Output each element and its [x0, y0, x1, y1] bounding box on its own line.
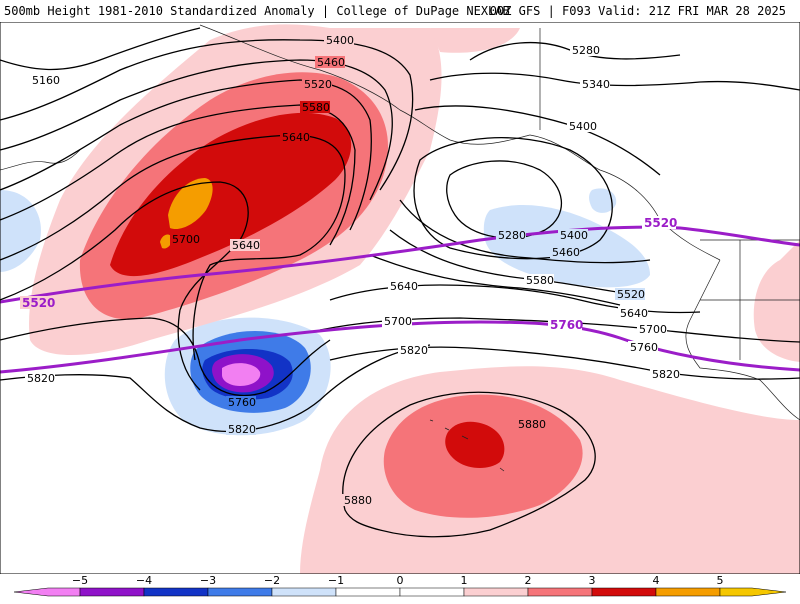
contour-label: 5700 — [639, 323, 667, 336]
contour-label: 5520 — [617, 288, 645, 301]
map-svg: 5160 5400 5460 5520 5580 5640 5700 5640 … — [0, 22, 800, 574]
coastline-siberia — [0, 149, 81, 171]
contour-label: 5640 — [620, 307, 648, 320]
contour-5400-north — [0, 39, 414, 191]
contour-label: 5460 — [317, 56, 345, 69]
swatch-neg1 — [271, 587, 337, 597]
contour-5820-south — [0, 344, 431, 433]
highlight-contours — [0, 225, 800, 374]
colorbar-tick: −3 — [200, 574, 216, 587]
contour-5580-west — [0, 104, 356, 246]
coastline-uswest — [685, 259, 800, 421]
colorbar-tick: −4 — [136, 574, 152, 587]
coastline-alaska — [199, 24, 531, 145]
swatch-neg3 — [143, 587, 209, 597]
contour-label: 5640 — [390, 280, 418, 293]
pos1-east-coast — [753, 240, 800, 362]
contour-label: 5580 — [526, 274, 554, 287]
swatch-pos5 — [719, 587, 787, 597]
swatch-pos1 — [463, 587, 529, 597]
colorbar-tick: −5 — [72, 574, 88, 587]
pos3-subtropical-high — [445, 421, 505, 468]
contour-label: 5340 — [582, 78, 610, 91]
coastline-bc — [529, 134, 721, 261]
swatch-neg4 — [79, 587, 145, 597]
contour-5700-ridge — [0, 181, 249, 391]
highlight-5520 — [0, 225, 800, 304]
title-bar: 500mb Height 1981-2010 Standardized Anom… — [0, 0, 800, 22]
colorbar-tick: 0 — [397, 574, 404, 587]
model-run-info: 00Z GFS | F093 Valid: 21Z FRI MAR 28 202… — [489, 4, 786, 18]
swatch-neutral-pos — [399, 587, 465, 597]
contour-label: 5580 — [302, 101, 330, 114]
colorbar-tick: 1 — [461, 574, 468, 587]
pos4-small-blob — [160, 234, 172, 249]
pos4-north-ridge — [168, 178, 213, 230]
contour-5460 — [0, 59, 393, 201]
contour-label: 5400 — [326, 34, 354, 47]
contour-label: 5760 — [228, 396, 256, 409]
contour-5760-low — [0, 317, 331, 397]
pos1-northeast-strip — [430, 28, 520, 53]
swatch-pos2 — [527, 587, 593, 597]
contour-label: 5280 — [498, 229, 526, 242]
contour-label: 5760 — [630, 341, 658, 354]
neg5-central-low — [222, 363, 261, 386]
contour-5580-east — [369, 254, 621, 306]
contour-label: 5820 — [228, 423, 256, 436]
coastline-hawaii — [429, 419, 505, 472]
swatch-pos4 — [655, 587, 721, 597]
contour-label: 5820 — [400, 344, 428, 357]
colorbar-ticks: −5 −4 −3 −2 −1 0 1 2 3 4 5 — [72, 574, 724, 587]
highlight-labels: 5520 5520 5760 — [20, 216, 677, 332]
contour-label: 5700 — [172, 233, 200, 246]
contour-5520-west — [0, 79, 372, 231]
contour-label: 5880 — [518, 418, 546, 431]
contour-5640-ridge — [0, 134, 346, 361]
colorbar-tick: 4 — [653, 574, 660, 587]
color-scale-bar: −5 −4 −3 −2 −1 0 1 2 3 4 5 — [0, 574, 800, 600]
map-panel: 5160 5400 5460 5520 5580 5640 5700 5640 … — [0, 22, 800, 574]
colorbar-tick: −2 — [264, 574, 280, 587]
contour-label: 5400 — [560, 229, 588, 242]
contour-label: 5460 — [552, 246, 580, 259]
contour-label: 5820 — [27, 372, 55, 385]
highlight-label: 5520 — [644, 216, 677, 230]
colorbar-tick: 3 — [589, 574, 596, 587]
neg1-coast-blob — [589, 188, 617, 213]
contour-5460-east — [399, 199, 651, 264]
swatch-neutral-neg — [335, 587, 401, 597]
contour-label: 5520 — [304, 78, 332, 91]
contour-5340-east — [429, 72, 800, 91]
swatch-neg2 — [207, 587, 273, 597]
contour-5280-low — [446, 160, 562, 239]
swatch-neg5 — [13, 587, 81, 597]
colorbar-tick: 5 — [717, 574, 724, 587]
contour-label: 5640 — [232, 239, 260, 252]
contour-5880-ring — [342, 391, 596, 538]
contour-label: 5280 — [572, 44, 600, 57]
contour-label: 5640 — [282, 131, 310, 144]
colorbar-svg: −5 −4 −3 −2 −1 0 1 2 3 4 5 — [13, 574, 787, 597]
contour-label: 5700 — [384, 315, 412, 328]
contour-label: 5400 — [569, 120, 597, 133]
contour-label: 5880 — [344, 494, 372, 507]
swatch-pos3 — [591, 587, 657, 597]
positive-anomaly-fills — [29, 24, 800, 574]
contour-label: 5820 — [652, 368, 680, 381]
contour-labels: 5160 5400 5460 5520 5580 5640 5700 5640 … — [25, 34, 680, 507]
coastlines — [0, 24, 800, 472]
contour-5160 — [0, 27, 201, 71]
highlight-label: 5520 — [22, 296, 55, 310]
contour-label: 5160 — [32, 74, 60, 87]
map-title: 500mb Height 1981-2010 Standardized Anom… — [4, 4, 510, 18]
colorbar-tick: 2 — [525, 574, 532, 587]
colorbar-tick: −1 — [328, 574, 344, 587]
colorbar-swatches — [13, 587, 787, 597]
contour-5400-low — [413, 137, 613, 260]
highlight-5760 — [0, 320, 800, 374]
highlight-label: 5760 — [550, 318, 583, 332]
neg1-west-edge — [0, 190, 41, 272]
